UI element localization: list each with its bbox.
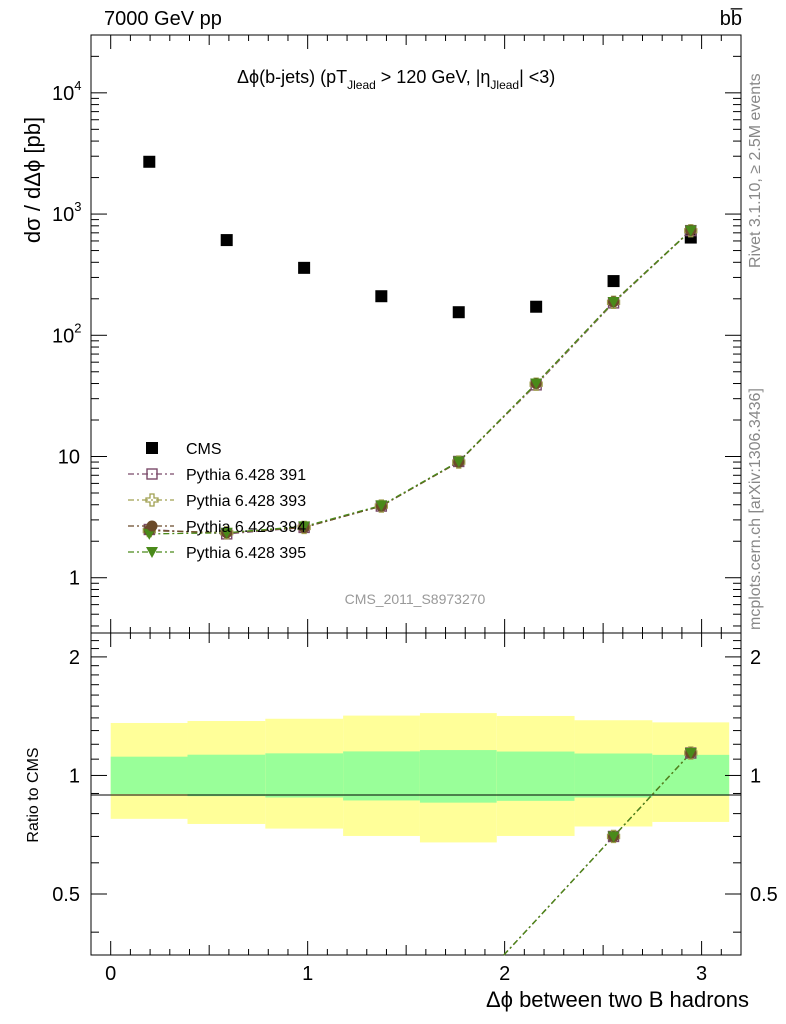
data-point (143, 155, 156, 168)
mcplots-label: mcplots.cern.ch [arXiv:1306.3436] (747, 388, 764, 630)
ratio-point (684, 748, 697, 760)
ratio-tick-label-right: 2 (750, 647, 761, 669)
x-tick-label: 3 (696, 963, 707, 985)
series-line (149, 230, 692, 535)
title-mid: > 120 GeV, |η (376, 67, 491, 87)
ratio-point (607, 831, 620, 843)
y-tick-label: 103 (52, 199, 81, 226)
ratio-band-inner (110, 756, 188, 795)
data-point (607, 297, 620, 309)
y-tick-label: 10 (58, 447, 80, 469)
axis-ticks (91, 34, 741, 955)
axis-tick-labels: 0 1 2 3 1 10 102 103 104 0.5 0.5 1 1 2 2 (52, 78, 778, 985)
plot-title: Δϕ(b-jets) (pTJlead > 120 GeV, |ηJlead| … (237, 67, 555, 92)
data-point (220, 527, 233, 539)
legend-marker (145, 493, 159, 507)
ratio-tick-label-right: 0.5 (750, 884, 778, 906)
ratio-band-inner (652, 754, 730, 796)
title-pre: Δϕ(b-jets) (pT (237, 67, 347, 87)
ratio-band-inner (343, 751, 420, 801)
ratio-band-inner (496, 751, 575, 801)
data-point (452, 456, 465, 468)
ratio-band-inner (419, 750, 497, 803)
series-markers (142, 155, 698, 540)
legend-label: Pythia 6.428 393 (186, 493, 306, 510)
legend-marker (146, 547, 158, 558)
main-panel-frame (90, 34, 742, 634)
ratio-uncertainty-bands (110, 713, 730, 843)
y-tick-label: 102 (52, 320, 81, 347)
ratio-tick-label-right: 1 (750, 765, 761, 787)
x-tick-label: 2 (499, 963, 510, 985)
legend-label: Pythia 6.428 391 (186, 467, 306, 484)
ratio-tick-label-left: 2 (69, 647, 80, 669)
legend-label: CMS (186, 441, 222, 458)
legend: CMS Pythia 6.428 391 Pythia 6.428 393 Pythi… (128, 441, 306, 562)
y-tick-label: 1 (69, 568, 80, 590)
data-point (375, 500, 388, 512)
legend-marker (146, 520, 158, 532)
data-point (220, 234, 233, 247)
data-point (375, 290, 388, 303)
data-point (684, 225, 697, 237)
title-sub-2: Jlead (490, 78, 519, 92)
x-tick-label: 0 (105, 963, 116, 985)
data-point (143, 528, 156, 540)
ratio-tick-label-left: 0.5 (52, 884, 80, 906)
rivet-version-label: Rivet 3.1.10, ≥ 2.5M events (747, 73, 764, 268)
series-lines (149, 229, 692, 535)
title-post: | <3) (519, 67, 555, 87)
ratio-axis-title: Ratio to CMS (25, 747, 42, 842)
ratio-series (503, 746, 698, 956)
data-point (298, 521, 311, 533)
data-point (607, 275, 620, 288)
legend-marker (146, 468, 158, 480)
legend-label: Pythia 6.428 394 (186, 519, 306, 536)
legend-label: Pythia 6.428 395 (186, 545, 306, 562)
data-point (452, 306, 465, 319)
data-point (530, 378, 543, 390)
ratio-panel-frame (90, 632, 742, 956)
x-tick-label: 1 (302, 963, 313, 985)
legend-marker (146, 442, 158, 454)
ratio-band-inner (187, 754, 266, 797)
process-label: bb̅ (719, 8, 742, 30)
ratio-tick-label-left: 1 (69, 765, 80, 787)
data-point (530, 300, 543, 313)
collision-label: 7000 GeV pp (104, 8, 222, 30)
title-sub-1: Jlead (347, 78, 376, 92)
ratio-band-inner (574, 753, 653, 798)
x-axis-title: Δϕ between two B hadrons (486, 987, 749, 1012)
y-axis-title: dσ / dΔϕ [pb] (20, 117, 45, 243)
ratio-band-inner (265, 753, 344, 798)
analysis-watermark: CMS_2011_S8973270 (345, 591, 486, 607)
y-tick-label: 104 (52, 78, 81, 105)
data-point (298, 261, 311, 274)
